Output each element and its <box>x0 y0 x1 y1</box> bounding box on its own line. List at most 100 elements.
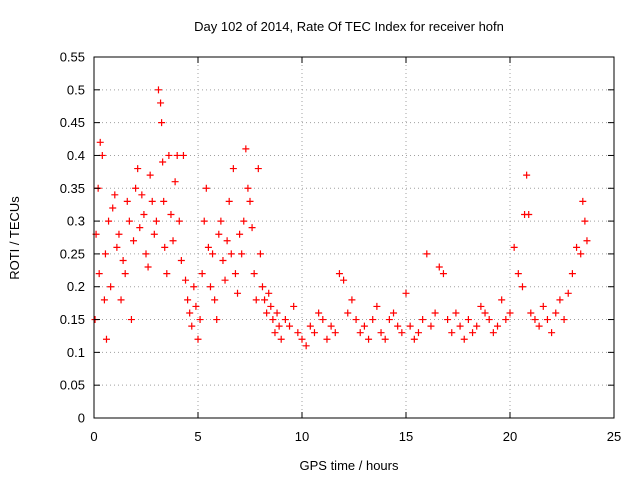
data-point <box>113 243 121 251</box>
data-point <box>410 335 418 343</box>
x-tick-label: 15 <box>399 429 413 444</box>
data-point <box>123 197 131 205</box>
data-point <box>234 289 242 297</box>
data-point <box>102 335 110 343</box>
data-point <box>502 316 510 324</box>
y-tick-label: 0.05 <box>60 378 85 393</box>
data-point <box>527 309 535 317</box>
data-point <box>244 184 252 192</box>
chart-title: Day 102 of 2014, Rate Of TEC Index for r… <box>194 19 504 34</box>
data-point <box>514 270 522 278</box>
data-point <box>531 316 539 324</box>
data-point <box>369 316 377 324</box>
data-point <box>373 302 381 310</box>
data-point <box>564 289 572 297</box>
data-point <box>385 316 393 324</box>
y-tick-label: 0.15 <box>60 312 85 327</box>
y-tick-label: 0.35 <box>60 181 85 196</box>
data-point <box>119 256 127 264</box>
axis-ticks <box>93 56 615 419</box>
y-tick-label: 0.55 <box>60 50 85 65</box>
data-point <box>250 270 258 278</box>
data-point <box>444 316 452 324</box>
data-point <box>352 316 360 324</box>
y-tick-label: 0 <box>78 411 85 426</box>
data-point <box>448 329 456 337</box>
data-point <box>138 191 146 199</box>
data-point <box>140 211 148 219</box>
data-point <box>356 329 364 337</box>
data-point <box>477 302 485 310</box>
data-point <box>171 178 179 186</box>
data-point <box>435 263 443 271</box>
y-tick-label: 0.3 <box>67 214 85 229</box>
data-point <box>460 335 468 343</box>
data-point <box>142 250 150 258</box>
data-point <box>277 335 285 343</box>
data-point <box>200 217 208 225</box>
data-point <box>548 329 556 337</box>
data-point <box>150 230 158 238</box>
data-point <box>344 309 352 317</box>
data-point <box>242 145 250 153</box>
data-point <box>319 316 327 324</box>
data-point <box>335 270 343 278</box>
data-point <box>240 217 248 225</box>
data-point <box>132 184 140 192</box>
data-point <box>406 322 414 330</box>
data-point <box>456 322 464 330</box>
y-tick-label: 0.5 <box>67 82 85 97</box>
data-point <box>506 309 514 317</box>
data-point <box>560 316 568 324</box>
data-point <box>518 283 526 291</box>
data-point <box>579 197 587 205</box>
data-point <box>144 263 152 271</box>
data-point <box>211 296 219 304</box>
data-point <box>217 217 225 225</box>
data-point <box>552 309 560 317</box>
data-point <box>196 316 204 324</box>
data-point <box>109 204 117 212</box>
data-point <box>101 250 109 258</box>
data-point <box>184 296 192 304</box>
data-point <box>221 276 229 284</box>
data-point <box>198 270 206 278</box>
data-point <box>95 270 103 278</box>
data-point <box>398 329 406 337</box>
data-point <box>402 289 410 297</box>
data-point <box>327 322 335 330</box>
data-point <box>157 99 165 107</box>
data-point <box>539 302 547 310</box>
data-point <box>219 256 227 264</box>
x-tick-label: 10 <box>295 429 309 444</box>
data-point <box>177 256 185 264</box>
data-point <box>360 322 368 330</box>
data-point <box>121 270 129 278</box>
data-point <box>267 302 275 310</box>
data-point <box>294 329 302 337</box>
data-point <box>188 322 196 330</box>
data-point <box>394 322 402 330</box>
data-point <box>186 309 194 317</box>
data-point <box>543 316 551 324</box>
data-point <box>182 276 190 284</box>
data-point <box>209 250 217 258</box>
data-point <box>315 309 323 317</box>
data-point <box>227 250 235 258</box>
data-point <box>381 335 389 343</box>
data-point <box>161 243 169 251</box>
data-point <box>154 86 162 94</box>
data-point <box>556 296 564 304</box>
data-point <box>146 171 154 179</box>
data-point <box>125 217 133 225</box>
data-point <box>105 217 113 225</box>
y-tick-label: 0.2 <box>67 279 85 294</box>
data-point <box>190 283 198 291</box>
data-points <box>91 86 591 350</box>
x-tick-label: 5 <box>194 429 201 444</box>
data-point <box>535 322 543 330</box>
data-point <box>229 165 237 173</box>
data-point <box>167 211 175 219</box>
data-point <box>275 322 283 330</box>
